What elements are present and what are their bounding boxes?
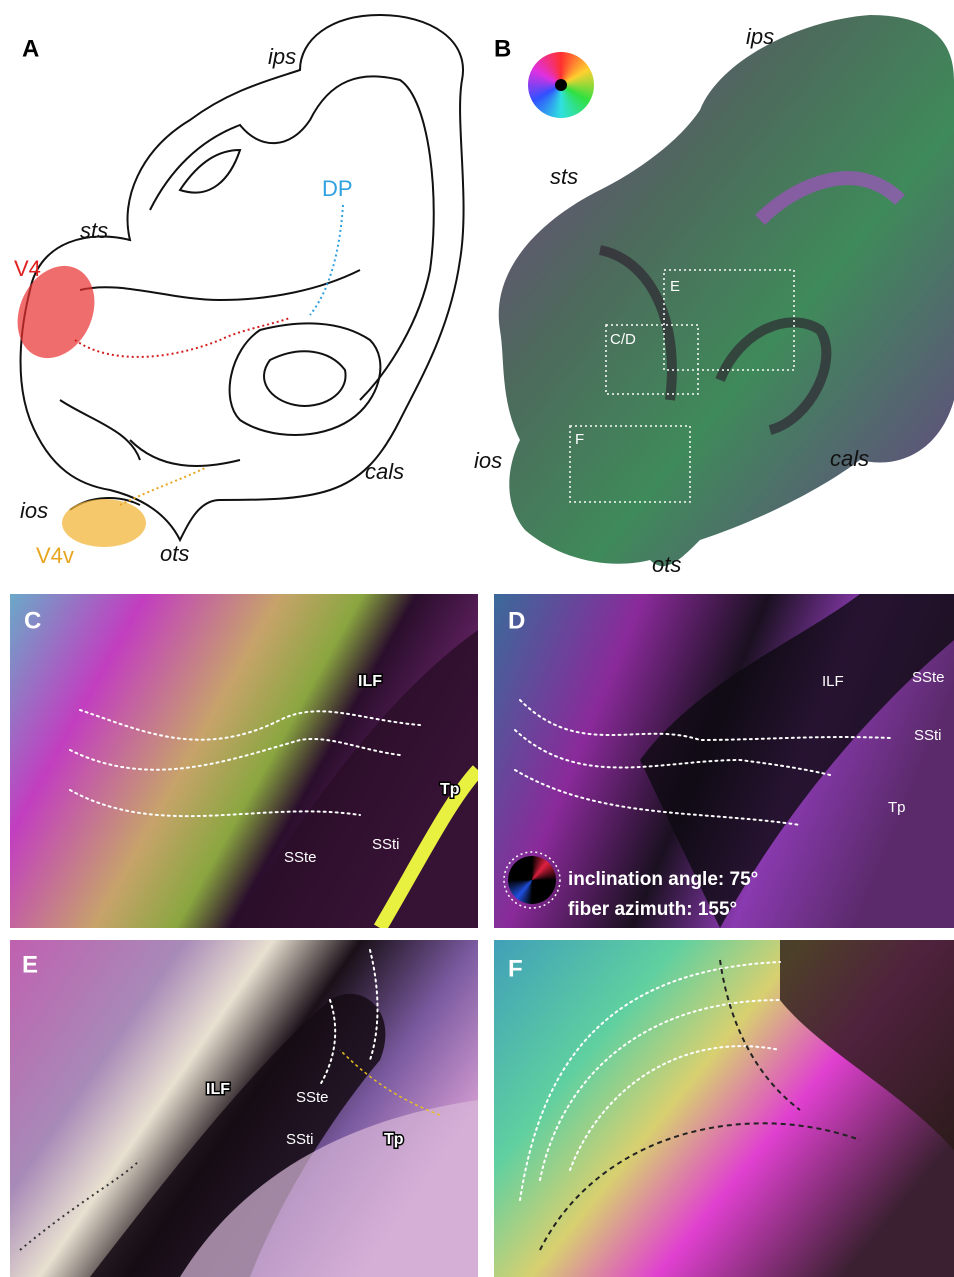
panel-c-image	[10, 594, 478, 928]
structure-label: ILF	[822, 673, 844, 690]
sulcus-label: cals	[365, 459, 404, 484]
sulcus-label: ips	[268, 44, 296, 69]
structure-label: Tp	[440, 781, 460, 798]
box-label: F	[575, 431, 584, 448]
area-label: V4v	[36, 543, 74, 568]
sulcus-label: cals	[830, 446, 869, 471]
structure-label: SSte	[284, 849, 317, 866]
area-label: V4	[14, 256, 41, 281]
panel-label: E	[22, 951, 38, 978]
sulcus-label: ips	[746, 24, 774, 49]
sulcus-label: ios	[20, 498, 48, 523]
panel-f-image	[494, 940, 954, 1277]
panel-label: A	[22, 35, 39, 62]
panel-label: D	[508, 607, 525, 634]
structure-label: SSti	[286, 1131, 314, 1148]
sulcus-label: ios	[474, 448, 502, 473]
structure-label: ILF	[206, 1081, 230, 1098]
sulcus-label: ots	[160, 541, 189, 566]
panel-label: C	[24, 607, 41, 634]
sulcus-label: ots	[652, 552, 681, 577]
figure: A ips sts ios ots cals V4 DP V4v B ips s…	[0, 0, 954, 1277]
structure-label: SSti	[372, 836, 400, 853]
legend-text: inclination angle: 75°	[568, 869, 758, 890]
panel-e-image	[10, 940, 478, 1277]
structure-label: Tp	[888, 799, 906, 816]
structure-label: SSte	[912, 669, 945, 686]
area-label: DP	[322, 176, 353, 201]
panel-label: B	[494, 35, 511, 62]
structure-label: ILF	[358, 673, 382, 690]
color-wheel	[528, 52, 594, 118]
sulcus-label: sts	[80, 218, 108, 243]
structure-label: SSte	[296, 1089, 329, 1106]
structure-label: SSti	[914, 727, 942, 744]
orientation-wheel	[508, 856, 556, 904]
v4v-area	[62, 499, 146, 547]
box-label: E	[670, 278, 680, 295]
figure-graphics: A ips sts ios ots cals V4 DP V4v B ips s…	[0, 0, 954, 1277]
structure-label: Tp	[384, 1131, 404, 1148]
box-label: C/D	[610, 331, 636, 348]
sulcus-label: sts	[550, 164, 578, 189]
panel-label: F	[508, 955, 523, 982]
legend-text: fiber azimuth: 155°	[568, 899, 737, 920]
